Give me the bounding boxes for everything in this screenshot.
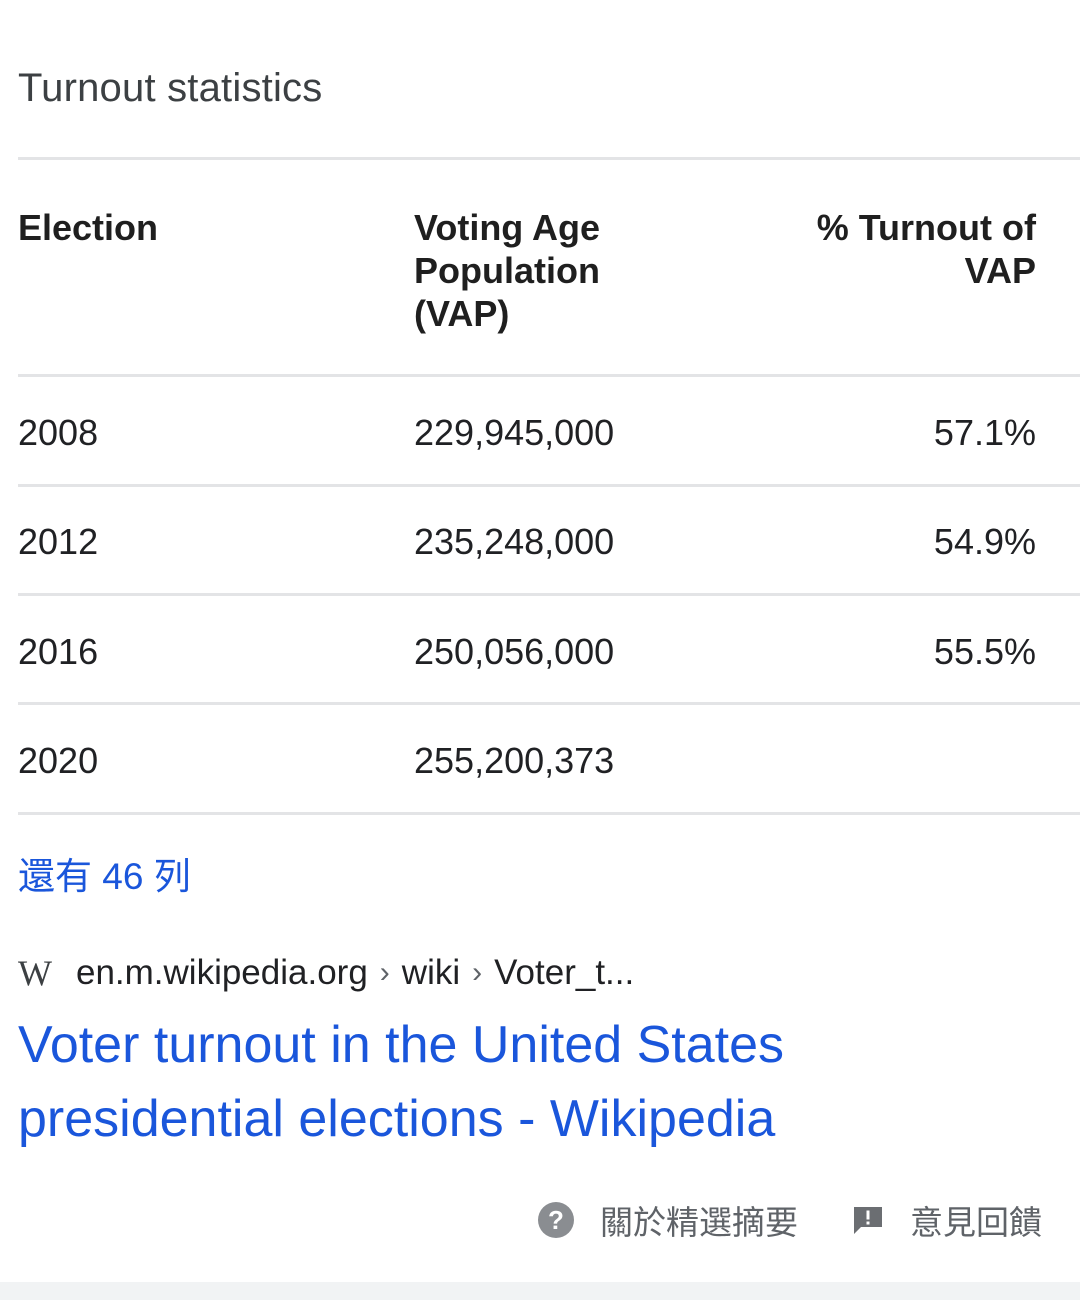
source-path-segment: Voter_t... (494, 953, 635, 992)
feedback-button[interactable]: 意見回饋 (852, 1198, 1042, 1242)
divider (18, 593, 1080, 596)
table-cell-vap: 229,945,000 (414, 412, 615, 453)
column-header-election: Election (18, 207, 159, 248)
table-cell-election: 2016 (18, 631, 99, 672)
table-cell-vap: 255,200,373 (414, 740, 615, 781)
table-cell-turnout: 57.1% (933, 412, 1036, 453)
source-breadcrumb[interactable]: W en.m.wikipedia.org › wiki › Voter_t... (18, 948, 634, 998)
table-cell-turnout: 54.9% (933, 521, 1036, 562)
table-cell-turnout: 55.5% (933, 631, 1036, 672)
column-header-turnout: % Turnout of VAP (816, 207, 1036, 291)
wikipedia-logo-icon: W (18, 953, 52, 993)
breadcrumb-separator: › (379, 956, 390, 989)
snippet-heading: Turnout statistics (18, 66, 323, 110)
divider (18, 157, 1080, 160)
source-domain: en.m.wikipedia.org (75, 953, 368, 992)
table-cell-election: 2008 (18, 412, 99, 453)
table-cell-vap: 250,056,000 (414, 631, 615, 672)
breadcrumb-separator: › (472, 956, 483, 989)
column-header-vap: Voting Age Population (VAP) (414, 207, 600, 334)
feedback-label: 意見回饋 (910, 1204, 1042, 1241)
divider (18, 702, 1080, 705)
table-cell-election: 2012 (18, 521, 99, 562)
divider (18, 484, 1080, 487)
about-featured-snippets-button[interactable]: ? 關於精選摘要 (538, 1198, 798, 1242)
table-cell-vap: 235,248,000 (414, 521, 615, 562)
about-label: 關於精選摘要 (600, 1204, 798, 1241)
table-cell-election: 2020 (18, 740, 99, 781)
feedback-icon (854, 1207, 882, 1234)
divider (18, 812, 1080, 815)
source-path-segment: wiki (401, 953, 461, 992)
bottom-divider-strip (0, 1282, 1080, 1300)
help-circle-icon: ? (538, 1202, 574, 1238)
divider (18, 374, 1080, 377)
result-title-link[interactable]: Voter turnout in the United States presi… (18, 1016, 785, 1148)
more-rows-link[interactable]: 還有 46 列 (18, 856, 191, 897)
